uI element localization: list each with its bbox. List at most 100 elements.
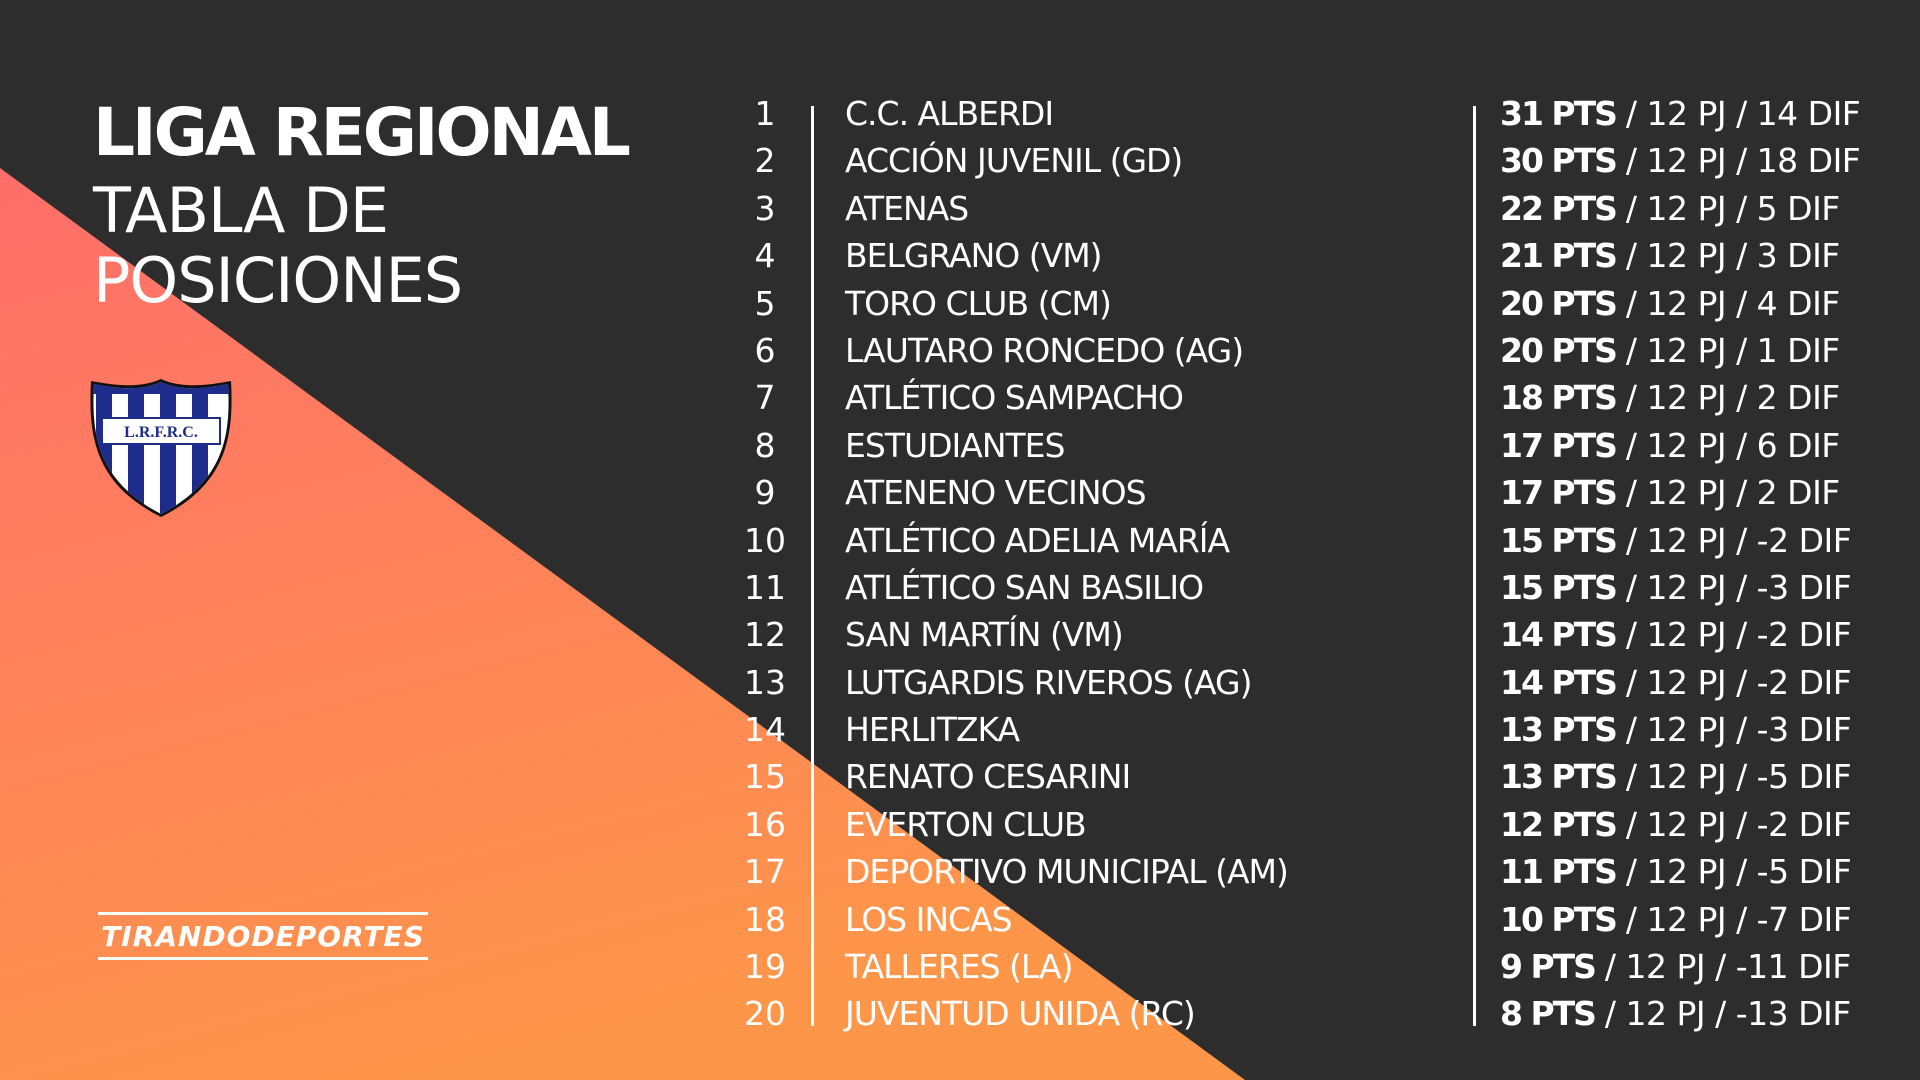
standing-record: / 12 PJ / -3 DIF: [1615, 567, 1852, 607]
standing-points: 14 PTS: [1500, 662, 1618, 702]
standing-points: 13 PTS: [1500, 710, 1618, 750]
standing-team: SAN MARTÍN (VM): [845, 615, 1124, 655]
league-shield-logo: L.R.F.R.C.: [90, 379, 232, 517]
standing-stats: 20 PTS / 12 PJ / 4 DIF: [1500, 280, 1860, 327]
standing-record: / 12 PJ / 6 DIF: [1615, 425, 1840, 465]
standing-record: / 12 PJ / 5 DIF: [1615, 188, 1840, 228]
standing-points: 20 PTS: [1500, 283, 1618, 323]
standing-stats: 22 PTS / 12 PJ / 5 DIF: [1500, 185, 1860, 232]
standing-position: 13: [744, 662, 786, 702]
standing-points: 9 PTS: [1500, 947, 1597, 987]
standing-points: 15 PTS: [1500, 567, 1618, 607]
standing-stats: 11 PTS / 12 PJ / -5 DIF: [1500, 848, 1860, 895]
standing-record: / 12 PJ / -13 DIF: [1594, 994, 1851, 1034]
standing-position: 5: [754, 283, 776, 323]
standing-position: 15: [744, 757, 786, 797]
standing-record: / 12 PJ / -5 DIF: [1615, 852, 1852, 892]
standing-points: 14 PTS: [1500, 615, 1618, 655]
standing-stats: 13 PTS / 12 PJ / -5 DIF: [1500, 753, 1860, 800]
standing-team: ESTUDIANTES: [845, 425, 1065, 465]
standing-team: LOS INCAS: [845, 899, 1013, 939]
standing-stats: 9 PTS / 12 PJ / -11 DIF: [1500, 943, 1860, 990]
standing-points: 20 PTS: [1500, 330, 1618, 370]
standing-position: 19: [744, 947, 786, 987]
standing-record: / 12 PJ / -2 DIF: [1615, 615, 1852, 655]
standing-stats: 8 PTS / 12 PJ / -13 DIF: [1500, 990, 1860, 1037]
standing-team: EVERTON CLUB: [845, 804, 1087, 844]
standing-position: 10: [744, 520, 786, 560]
standing-record: / 12 PJ / 2 DIF: [1615, 473, 1840, 513]
standing-stats: 31 PTS / 12 PJ / 14 DIF: [1500, 90, 1861, 137]
standing-stats: 14 PTS / 12 PJ / -2 DIF: [1500, 611, 1860, 658]
stats-column: 31 PTS / 12 PJ / 14 DIF 30 PTS / 12 PJ / …: [1500, 90, 1861, 1038]
standing-position: 7: [754, 378, 776, 418]
standing-points: 22 PTS: [1500, 188, 1618, 228]
standing-stats: 17 PTS / 12 PJ / 6 DIF: [1500, 422, 1860, 469]
standing-team: TORO CLUB (CM): [845, 283, 1112, 323]
standing-record: / 12 PJ / 3 DIF: [1615, 236, 1840, 276]
standing-stats: 30 PTS / 12 PJ / 18 DIF: [1500, 137, 1861, 184]
standing-record: / 12 PJ / 18 DIF: [1615, 141, 1861, 181]
standing-points: 31 PTS: [1500, 94, 1618, 133]
standing-stats: 21 PTS / 12 PJ / 3 DIF: [1500, 232, 1860, 279]
standing-team: ATENAS: [845, 188, 969, 228]
logo-text: L.R.F.R.C.: [124, 424, 198, 441]
standing-team: BELGRANO (VM): [845, 236, 1103, 276]
standing-stats: 13 PTS / 12 PJ / -3 DIF: [1500, 706, 1860, 753]
standing-position: 14: [744, 710, 786, 750]
page-title: LIGA REGIONAL: [93, 94, 631, 171]
standing-record: / 12 PJ / -2 DIF: [1615, 520, 1852, 560]
standing-team: DEPORTIVO MUNICIPAL (AM): [845, 852, 1289, 892]
standing-team: ATLÉTICO ADELIA MARÍA: [845, 520, 1230, 560]
standing-points: 30 PTS: [1500, 141, 1618, 181]
standing-position: 6: [754, 330, 776, 370]
standing-stats: 18 PTS / 12 PJ / 2 DIF: [1500, 374, 1860, 421]
standing-record: / 12 PJ / -2 DIF: [1615, 804, 1852, 844]
standing-points: 21 PTS: [1500, 236, 1618, 276]
standing-stats: 15 PTS / 12 PJ / -3 DIF: [1500, 564, 1860, 611]
standing-position: 11: [744, 567, 786, 607]
standing-record: / 12 PJ / -11 DIF: [1594, 947, 1851, 987]
standing-points: 13 PTS: [1500, 757, 1618, 797]
standing-record: / 12 PJ / -3 DIF: [1615, 710, 1852, 750]
standing-record: / 12 PJ / -7 DIF: [1615, 899, 1852, 939]
standing-points: 18 PTS: [1500, 378, 1618, 418]
page-subtitle: TABLA DE POSICIONES: [93, 174, 463, 317]
standing-points: 12 PTS: [1500, 804, 1618, 844]
standing-stats: 10 PTS / 12 PJ / -7 DIF: [1500, 896, 1860, 943]
standing-team: C.C. ALBERDI: [845, 94, 1054, 133]
standing-position: 3: [754, 188, 776, 228]
standing-position: 12: [744, 615, 786, 655]
standing-points: 11 PTS: [1500, 852, 1618, 892]
standing-team: JUVENTUD UNIDA (RC): [845, 994, 1196, 1034]
standing-position: 1: [754, 94, 776, 133]
standing-team: ATLÉTICO SAMPACHO: [845, 378, 1184, 418]
standing-team: LUTGARDIS RIVEROS (AG): [845, 662, 1252, 702]
standing-position: 4: [754, 236, 776, 276]
standing-points: 15 PTS: [1500, 520, 1618, 560]
standing-team: ACCIÓN JUVENIL (GD): [845, 141, 1183, 181]
standing-points: 8 PTS: [1500, 994, 1597, 1034]
standing-team: ATLÉTICO SAN BASILIO: [845, 567, 1204, 607]
standing-stats: 17 PTS / 12 PJ / 2 DIF: [1500, 469, 1860, 516]
position-column: 1 2 3 4 5 6 7 8 9 10 11 12 13 14 15 16 17 18 19 20: [730, 90, 800, 1038]
divider-left: [811, 106, 814, 1026]
standing-stats: 14 PTS / 12 PJ / -2 DIF: [1500, 659, 1860, 706]
standing-team: LAUTARO RONCEDO (AG): [845, 330, 1244, 370]
standing-position: 9: [754, 473, 776, 513]
standing-position: 2: [754, 141, 776, 181]
standing-position: 18: [744, 899, 786, 939]
team-column: C.C. ALBERDI ACCIÓN JUVENIL (GD) ATENAS BEL…: [845, 90, 1289, 1038]
standing-team: ATENENO VECINOS: [845, 473, 1147, 513]
standing-team: RENATO CESARINI: [845, 757, 1131, 797]
standing-team: HERLITZKA: [845, 710, 1020, 750]
brand-logo: TIRANDODEPORTES: [98, 912, 428, 960]
standing-position: 17: [744, 852, 786, 892]
standing-team: TALLERES (LA): [845, 947, 1073, 987]
standing-position: 20: [744, 994, 786, 1034]
standing-points: 17 PTS: [1500, 425, 1618, 465]
standing-position: 16: [744, 804, 786, 844]
standing-record: / 12 PJ / -5 DIF: [1615, 757, 1852, 797]
standing-record: / 12 PJ / 4 DIF: [1615, 283, 1840, 323]
